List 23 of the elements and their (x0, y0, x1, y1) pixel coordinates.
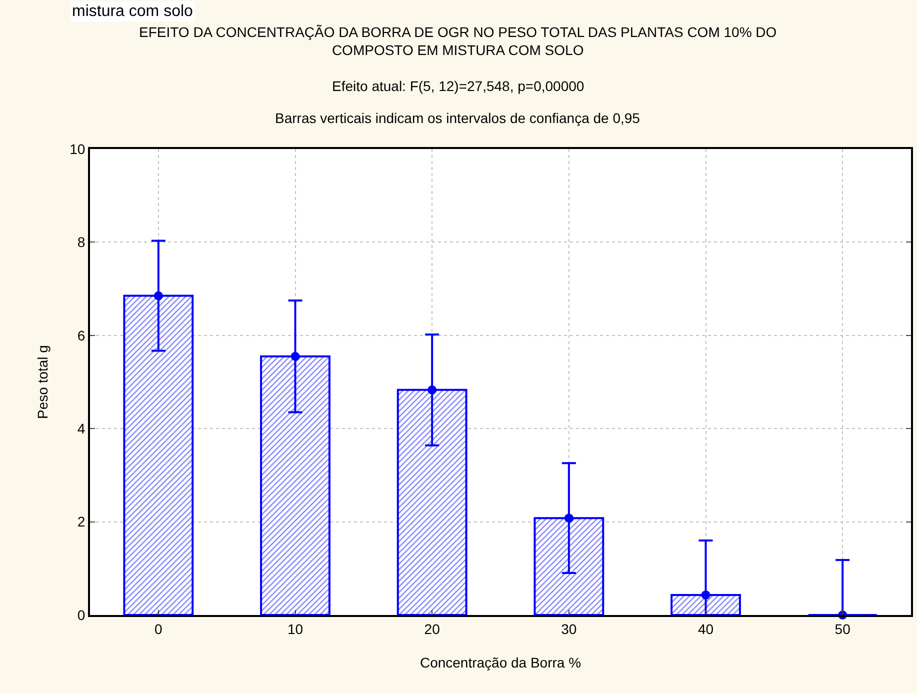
point (428, 385, 437, 394)
x-tick-label: 40 (698, 620, 714, 637)
y-tick-label: 2 (77, 514, 86, 530)
y-tick-label: 8 (77, 234, 86, 250)
point (564, 514, 574, 523)
x-tick-label: 0 (154, 620, 163, 637)
chart-subtitle: Efeito atual: F(5, 12)=27,548, p=0,00000 (332, 78, 584, 94)
point (290, 352, 300, 361)
text: Barras verticais indicam os intervalos de confiança de 0,95 (275, 110, 640, 126)
chart-title: EFEITO DA CONCENTRAÇÃO DA BORRA DE OGR NO PESO TOTAL DAS PLANTAS COM 10% DO COMPOSTO EM MISTURA COM SOLO (139, 24, 777, 58)
x-tick-label: 50 (834, 620, 851, 637)
point (701, 590, 710, 600)
x-tick-label: 30 (561, 620, 577, 637)
x-axis-title: Concentração da Borra % (420, 654, 582, 671)
y-tick-label: 0 (77, 606, 86, 623)
y-tick-label: 4 (77, 420, 86, 436)
point (154, 291, 163, 300)
y-axis-title: Peso total g (34, 345, 51, 419)
text: mistura com solo (72, 3, 194, 20)
y-tick-label: 6 (77, 327, 86, 344)
x-tick-label: 10 (287, 620, 304, 637)
x-tick-label: 20 (424, 620, 440, 637)
y-tick-label: 10 (70, 140, 86, 157)
